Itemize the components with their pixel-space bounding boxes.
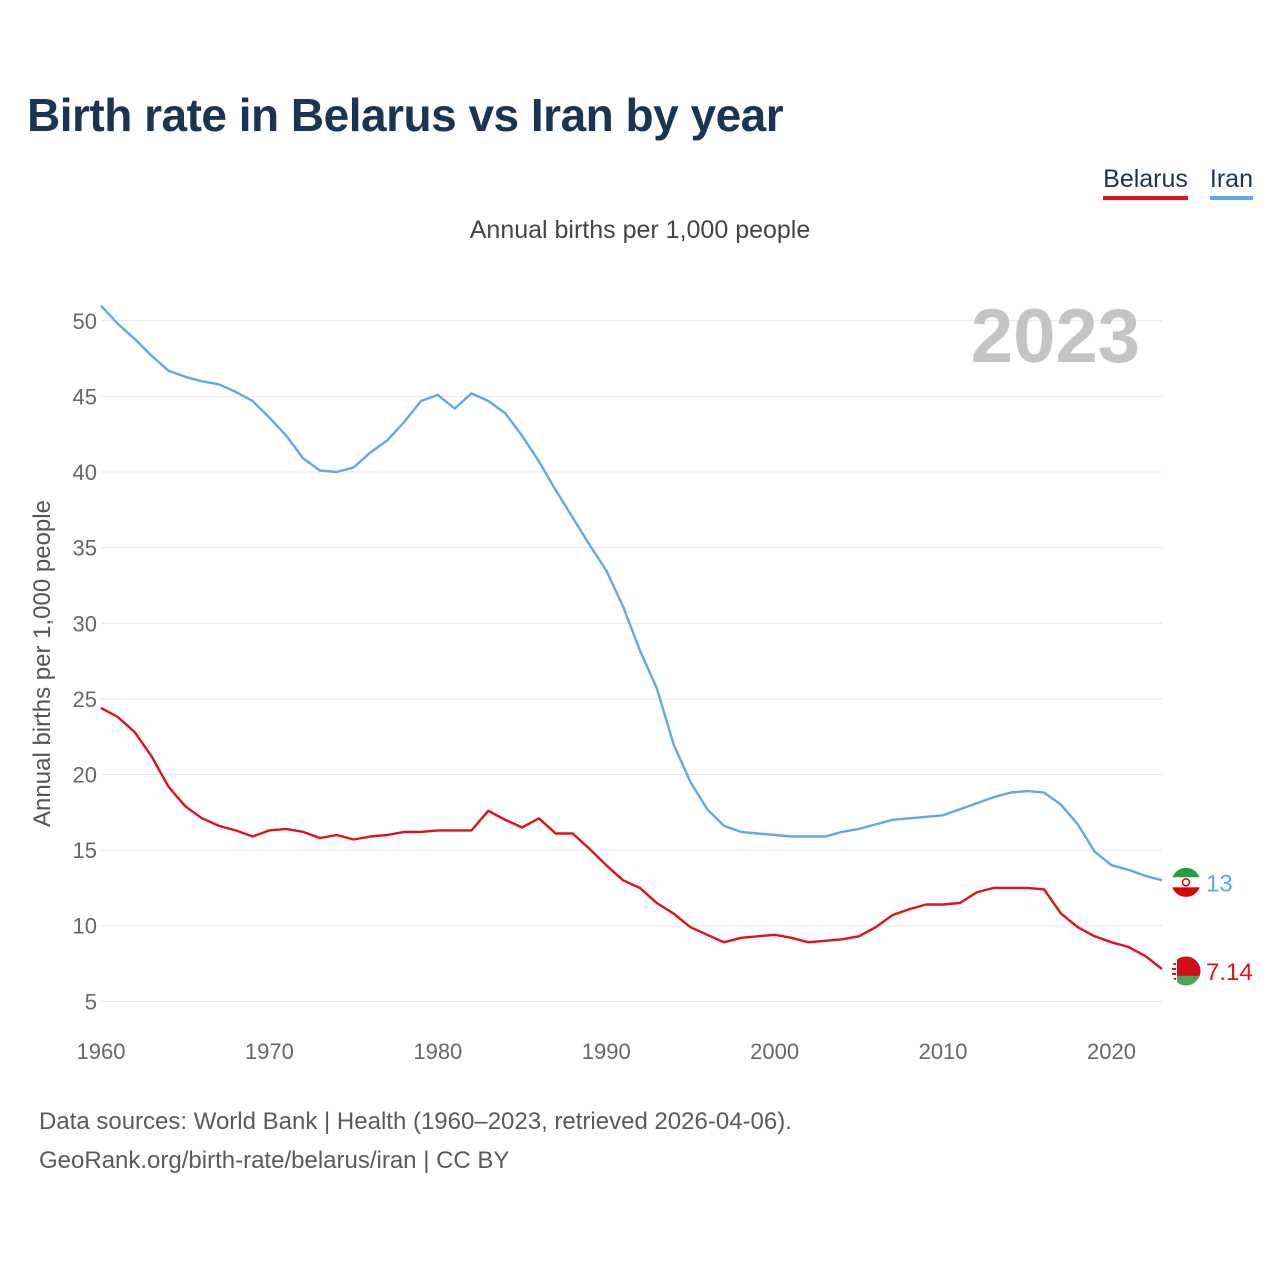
legend: Belarus Iran [1103, 165, 1253, 200]
y-tick-label: 50 [73, 309, 97, 334]
footer-attribution[interactable]: GeoRank.org/birth-rate/belarus/iran | CC… [39, 1147, 510, 1174]
iran-flag-icon [1171, 867, 1201, 898]
y-tick-label: 20 [73, 762, 97, 787]
line-chart: 5 10 15 20 25 30 35 40 45 50 1960 1970 1980 1990 2000 2… [29, 294, 1253, 1064]
y-tick-label: 30 [73, 611, 97, 636]
y-axis-label: Annual births per 1,000 people [29, 500, 56, 827]
end-label-belarus: 7.14 [1206, 959, 1253, 986]
series-line-belarus [100, 706, 1163, 970]
legend-item-belarus[interactable]: Belarus [1103, 165, 1188, 200]
y-tick-label: 45 [73, 384, 97, 409]
x-tick-label: 1990 [582, 1039, 631, 1064]
y-tick-label: 25 [73, 687, 97, 712]
y-tick-label: 40 [73, 460, 97, 485]
year-watermark: 2023 [971, 294, 1140, 379]
legend-item-iran[interactable]: Iran [1209, 165, 1253, 200]
chart-title: Birth rate in Belarus vs Iran by year [27, 89, 784, 141]
x-tick-label: 1980 [413, 1039, 462, 1064]
y-tick-label: 15 [73, 838, 97, 863]
y-tick-label: 5 [85, 989, 97, 1014]
footer-sources: Data sources: World Bank | Health (1960–… [39, 1108, 792, 1135]
x-tick-label: 2020 [1087, 1039, 1136, 1064]
y-tick-label: 35 [73, 536, 97, 561]
series-line-iran [100, 304, 1163, 882]
x-tick-label: 1960 [77, 1039, 126, 1064]
chart-subtitle: Annual births per 1,000 people [469, 216, 811, 244]
y-tick-label: 10 [73, 914, 97, 939]
end-label-iran: 13 [1206, 870, 1233, 897]
x-tick-label: 1970 [245, 1039, 294, 1064]
x-tick-label: 2010 [919, 1039, 968, 1064]
x-tick-label: 2000 [750, 1039, 799, 1064]
